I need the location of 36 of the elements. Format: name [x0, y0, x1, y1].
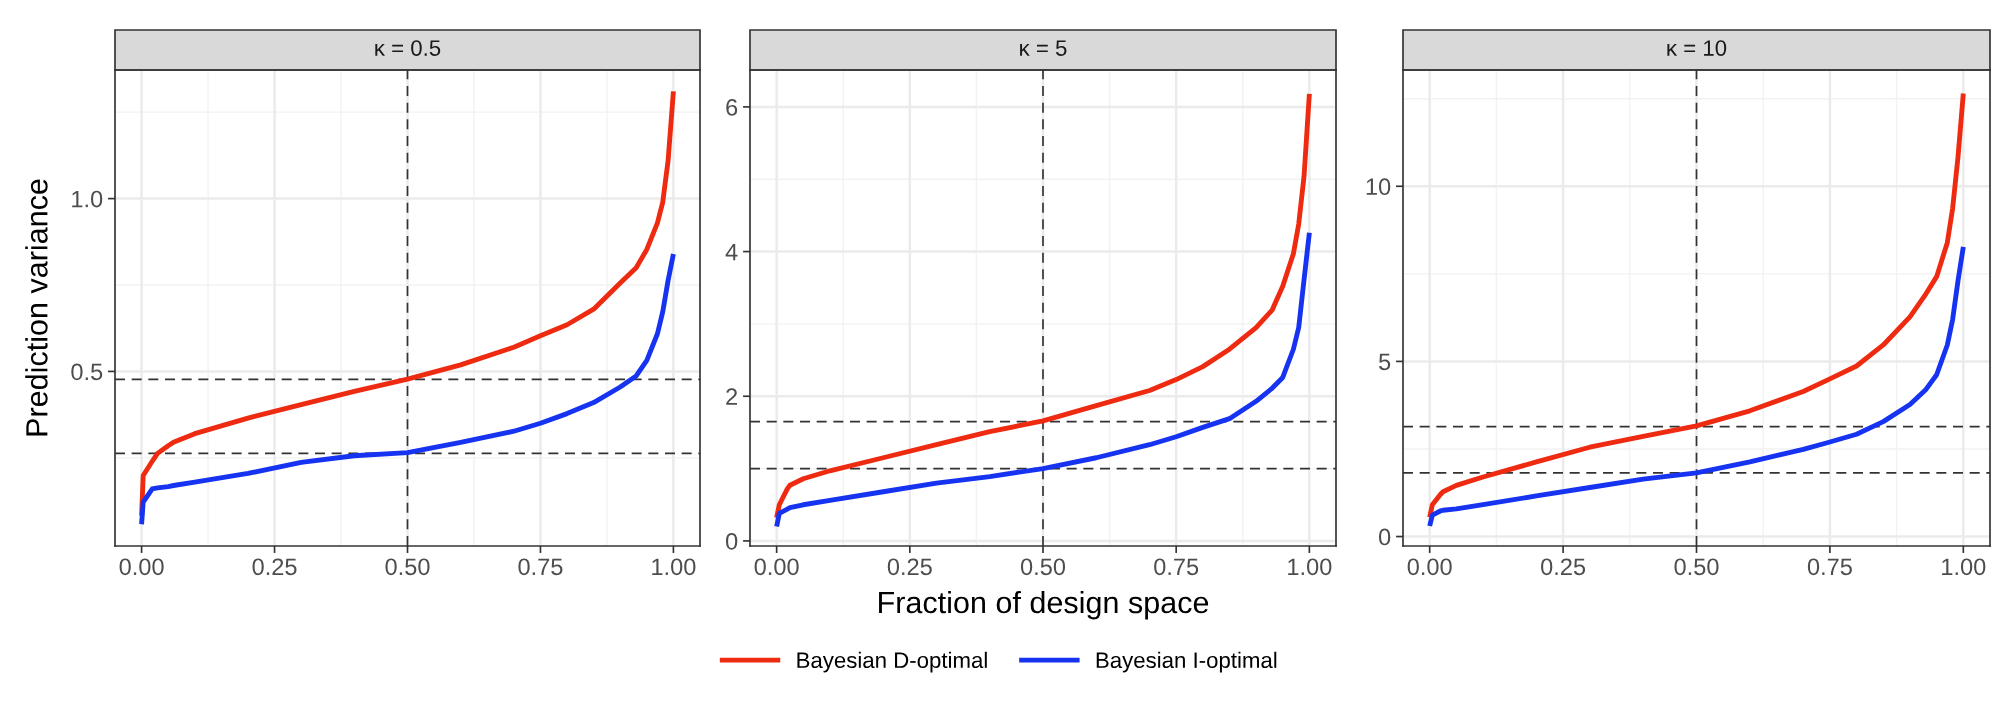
legend-label: Bayesian D-optimal: [797, 651, 987, 673]
legend-label: Bayesian I-optimal: [1096, 651, 1277, 673]
y-tick-label: 5: [1379, 353, 1391, 371]
chart-title: κ = 0.5: [375, 40, 441, 56]
chart-title: κ = 5: [1020, 40, 1067, 56]
y-tick-label: 2: [726, 388, 738, 405]
y-tick-label: 0: [1378, 528, 1391, 546]
x-tick-label: 0.25: [887, 558, 932, 576]
line-series: [774, 91, 1312, 521]
x-tick-label: 0.00: [119, 558, 164, 576]
x-axis-title: Fraction of design space: [879, 590, 1209, 620]
x-tick-label: 1.00: [1288, 558, 1332, 576]
line-series: [774, 230, 1312, 529]
x-tick-label: 0.00: [1407, 558, 1452, 576]
y-tick-label: 6: [726, 98, 738, 116]
y-tick-label: 10: [1366, 178, 1391, 196]
x-tick-label: 0.50: [385, 558, 430, 576]
y-tick-label: 4: [725, 243, 738, 261]
x-tick-label: 0.50: [1020, 558, 1066, 576]
x-tick-label: 1.00: [1942, 558, 1986, 576]
line-series: [139, 251, 676, 527]
line-series: [1427, 91, 1966, 520]
x-tick-label: 1.00: [652, 558, 696, 576]
x-tick-label: 0.75: [1154, 558, 1199, 576]
x-tick-label: 0.00: [754, 558, 799, 576]
y-tick-label: 1.0: [72, 190, 103, 208]
x-tick-label: 0.75: [1807, 558, 1852, 576]
x-tick-label: 0.50: [1674, 558, 1719, 576]
y-tick-label: 0: [725, 533, 738, 550]
y-axis-title: Prediction variance: [25, 179, 48, 436]
x-tick-label: 0.25: [1541, 558, 1586, 576]
x-tick-label: 0.75: [518, 558, 563, 576]
x-tick-label: 0.25: [252, 558, 297, 576]
chart-title: κ = 10: [1667, 40, 1727, 56]
y-tick-label: 0.5: [71, 363, 103, 381]
line-series: [1427, 244, 1966, 529]
